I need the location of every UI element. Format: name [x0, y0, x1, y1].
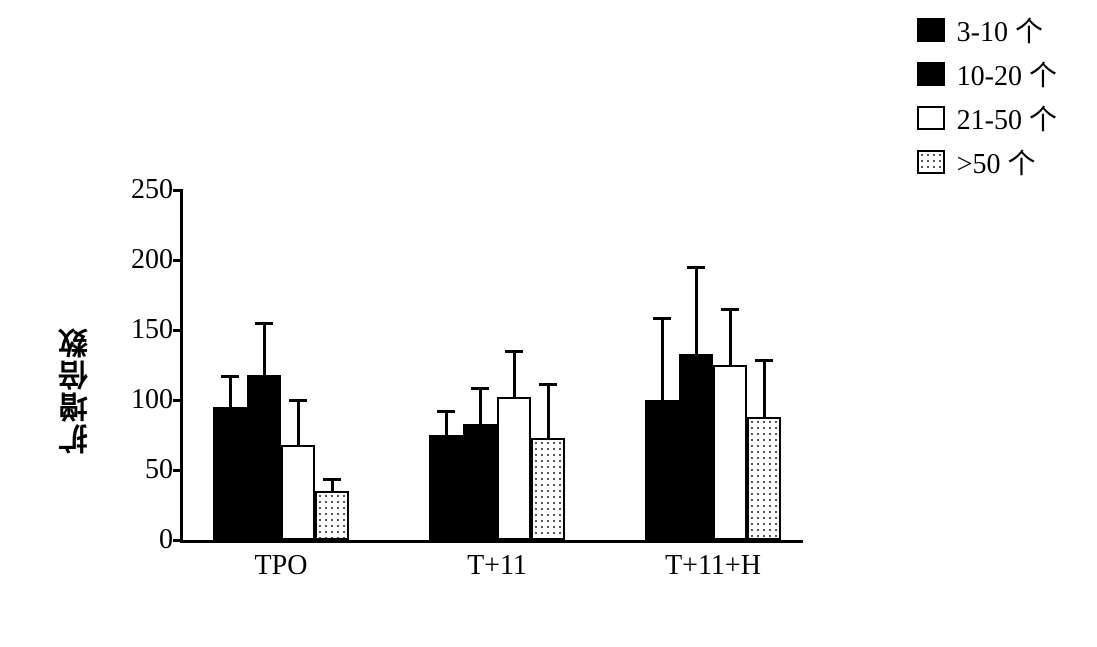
- y-tick-label: 250: [103, 174, 173, 206]
- x-tick-label: TPO: [255, 550, 308, 582]
- legend-swatch-3-10: [917, 18, 945, 42]
- chart-legend: 3-10 个 10-20 个 21-50 个 >50 个: [917, 10, 1057, 186]
- x-tick-label: T+11+H: [665, 550, 761, 582]
- legend-swatch-10-20: [917, 62, 945, 86]
- error-bar-cap: [323, 478, 341, 481]
- bar: [531, 438, 565, 540]
- y-tick-label: 150: [103, 314, 173, 346]
- y-tick-label: 100: [103, 384, 173, 416]
- error-bar-stem: [263, 323, 266, 375]
- error-bar-stem: [331, 480, 334, 491]
- bar: [497, 397, 531, 540]
- legend-item: >50 个: [917, 142, 1057, 182]
- error-bar-cap: [471, 387, 489, 390]
- error-bar-stem: [661, 319, 664, 400]
- legend-item: 10-20 个: [917, 54, 1057, 94]
- y-tick: [173, 539, 183, 542]
- bar: [679, 354, 713, 540]
- error-bar-stem: [763, 361, 766, 417]
- legend-label: >50 个: [957, 142, 1036, 182]
- error-bar-cap: [221, 375, 239, 378]
- y-tick: [173, 469, 183, 472]
- legend-label: 21-50 个: [957, 98, 1057, 138]
- y-tick-label: 50: [103, 454, 173, 486]
- bar: [747, 417, 781, 540]
- legend-item: 3-10 个: [917, 10, 1057, 50]
- error-bar-stem: [695, 267, 698, 354]
- error-bar-stem: [513, 351, 516, 397]
- legend-swatch-21-50: [917, 106, 945, 130]
- bar: [315, 491, 349, 540]
- error-bar-stem: [729, 309, 732, 365]
- plot-area: 050100150200250TPOT+11T+11+H: [180, 190, 803, 543]
- error-bar-cap: [687, 266, 705, 269]
- bar: [645, 400, 679, 540]
- error-bar-cap: [721, 308, 739, 311]
- error-bar-cap: [755, 359, 773, 362]
- error-bar-cap: [653, 317, 671, 320]
- bar: [247, 375, 281, 540]
- y-tick: [173, 259, 183, 262]
- y-tick: [173, 329, 183, 332]
- error-bar-stem: [229, 376, 232, 407]
- error-bar-stem: [547, 385, 550, 438]
- y-axis-title: 扩增倍数: [60, 190, 94, 590]
- legend-swatch-gt50: [917, 150, 945, 174]
- bar: [429, 435, 463, 540]
- x-tick-label: T+11: [467, 550, 527, 582]
- bar: [713, 365, 747, 540]
- bar: [281, 445, 315, 540]
- error-bar-stem: [479, 389, 482, 424]
- legend-label: 10-20 个: [957, 54, 1057, 94]
- bar: [463, 424, 497, 540]
- error-bar-stem: [297, 400, 300, 445]
- error-bar-stem: [445, 411, 448, 435]
- error-bar-cap: [539, 383, 557, 386]
- y-tick: [173, 399, 183, 402]
- y-axis-title-text: 扩增倍数: [55, 326, 99, 454]
- bar-chart: 扩增倍数 050100150200250TPOT+11T+11+H: [60, 190, 820, 590]
- error-bar-cap: [289, 399, 307, 402]
- error-bar-cap: [437, 410, 455, 413]
- error-bar-cap: [255, 322, 273, 325]
- y-tick: [173, 189, 183, 192]
- error-bar-cap: [505, 350, 523, 353]
- legend-label: 3-10 个: [957, 10, 1043, 50]
- y-tick-label: 200: [103, 244, 173, 276]
- legend-item: 21-50 个: [917, 98, 1057, 138]
- bar: [213, 407, 247, 540]
- y-tick-label: 0: [103, 524, 173, 556]
